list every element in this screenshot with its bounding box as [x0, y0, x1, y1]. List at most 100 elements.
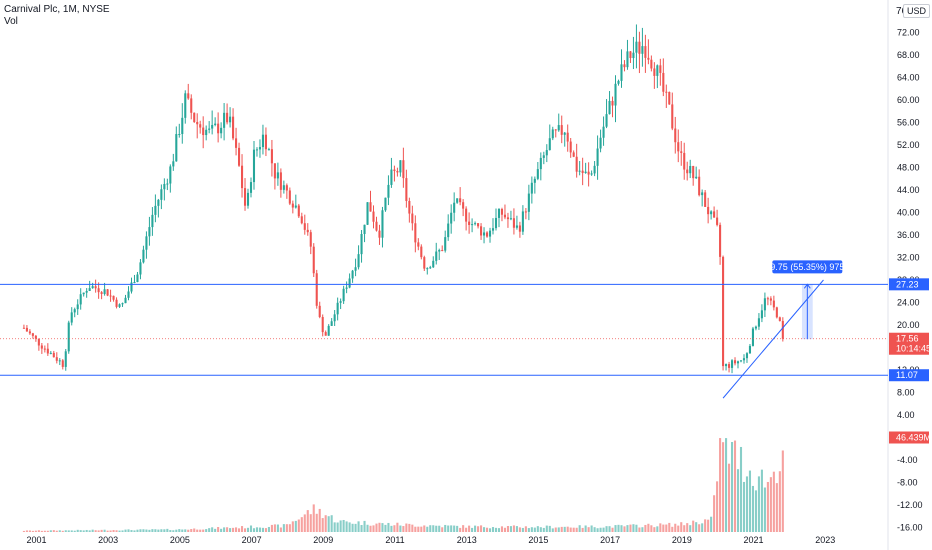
volume-bar: [497, 528, 501, 532]
candle-body: [49, 352, 52, 354]
volume-bar: [748, 470, 752, 532]
volume-bar: [22, 530, 25, 532]
volume-bar: [396, 522, 399, 532]
candle-body: [769, 298, 772, 301]
lower-level-tag-bg: [889, 369, 929, 382]
y-tick-label: 36.00: [897, 230, 920, 240]
volume-bar: [369, 525, 372, 532]
candle-body: [617, 80, 620, 84]
candle-body: [160, 189, 163, 200]
volume-bar: [468, 525, 471, 532]
candle-body: [321, 317, 324, 333]
volume-bar: [169, 530, 172, 532]
candle-body: [506, 217, 509, 220]
candle-body: [692, 165, 695, 179]
y-tick-label: 4.00: [897, 410, 915, 420]
candle-body: [82, 292, 85, 295]
volume-bar: [450, 525, 453, 532]
volume-bar: [471, 527, 474, 532]
volume-bar: [223, 527, 226, 532]
y-tick-label: 56.00: [897, 118, 920, 128]
trend-line: [722, 279, 824, 399]
y-tick-label: 32.00: [897, 253, 920, 263]
candle-body: [593, 165, 596, 174]
upper-level-tag-bg: [889, 278, 929, 291]
volume-bar: [719, 438, 722, 532]
volume-bar: [781, 450, 784, 532]
volume-bar: [483, 527, 486, 532]
candle-body: [671, 104, 674, 129]
volume-bar: [611, 527, 614, 532]
volume-bar: [288, 524, 291, 532]
volume-bar: [733, 440, 737, 532]
volume-bar: [399, 525, 402, 532]
volume-bar: [599, 527, 602, 532]
candle-body: [103, 289, 106, 294]
volume-bar: [701, 523, 704, 532]
candle-body: [465, 208, 468, 222]
volume-bar: [728, 463, 731, 532]
y-tick-label: 60.00: [897, 95, 920, 105]
volume-bar: [139, 529, 142, 532]
candle-body: [429, 267, 432, 269]
candle-body: [285, 185, 288, 191]
candle-body: [629, 51, 632, 59]
volume-bar: [193, 528, 196, 532]
volume-bar: [420, 526, 423, 532]
candle-body: [608, 100, 611, 115]
volume-bar: [575, 527, 578, 532]
candle-body: [441, 250, 444, 252]
candle-body: [596, 148, 599, 166]
volume-bar: [378, 522, 381, 532]
candle-body: [456, 198, 459, 203]
volume-bar: [327, 516, 330, 532]
volume-bar: [465, 527, 468, 532]
volume-bar: [64, 530, 67, 532]
volume-bar: [566, 526, 569, 532]
volume-bar: [512, 525, 515, 532]
volume-bar: [148, 529, 151, 532]
candle-body: [551, 129, 554, 139]
candle-body: [145, 236, 148, 250]
candle-body: [229, 116, 232, 123]
candle-body: [178, 133, 181, 135]
volume-bar: [626, 525, 629, 532]
volume-bar: [447, 525, 450, 532]
candle-body: [142, 249, 145, 263]
volume-bar: [751, 485, 754, 532]
volume-bar: [647, 523, 650, 532]
candle-body: [620, 64, 623, 81]
volume-bar: [103, 529, 106, 532]
candle-body: [264, 134, 267, 150]
y-tick-label: 44.00: [897, 185, 920, 195]
volume-bar: [220, 528, 223, 532]
volume-bar: [226, 527, 229, 532]
volume-bar: [668, 522, 671, 532]
candle-body: [25, 327, 28, 332]
volume-bar: [722, 442, 725, 532]
y-tick-label: 40.00: [897, 208, 920, 218]
currency-button[interactable]: USD: [903, 4, 931, 18]
volume-bar: [208, 528, 211, 532]
candle-body: [240, 165, 244, 189]
measure-label-bg: [772, 260, 843, 274]
volume-bar: [351, 523, 354, 532]
y-tick-label: 20.00: [897, 320, 920, 330]
lower-level-tag: 11.07: [896, 370, 918, 380]
volume-bar: [217, 527, 220, 532]
candle-body: [417, 242, 420, 247]
candle-body: [267, 149, 270, 151]
candle-body: [426, 268, 429, 270]
volume-bar: [390, 525, 393, 532]
volume-bar: [736, 469, 740, 532]
candle-body: [605, 114, 608, 127]
candle-body: [22, 327, 25, 329]
candle-body: [58, 360, 61, 362]
volume-bar: [184, 529, 187, 532]
candle-body: [474, 223, 477, 225]
volume-bar: [704, 519, 707, 532]
candle-body: [760, 310, 763, 319]
candle-body: [569, 141, 572, 153]
last-price-tag: 17.56: [896, 334, 919, 344]
